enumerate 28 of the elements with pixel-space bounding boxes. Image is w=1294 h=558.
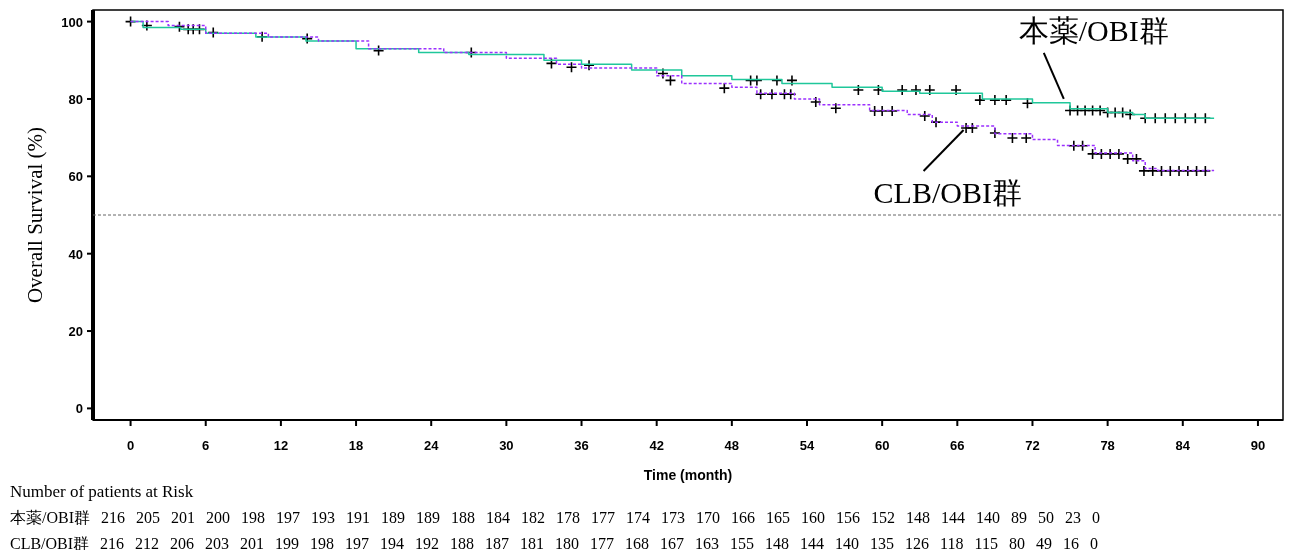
x-tick-label: 36 [574, 438, 589, 453]
x-tick-label: 42 [649, 438, 664, 453]
x-tick-label: 18 [348, 438, 364, 453]
text: 本薬/OBI群 216 205 201 200 198 197 193 191 189 189 188 184 182 178 177 174 173 170 166 165 160 156 152 148 144 140 89 50 23 0 [10, 509, 1100, 526]
y-tick-label: 60 [68, 169, 83, 185]
y-tick-label: 0 [75, 401, 83, 417]
series-label: CLB/OBI群 [873, 176, 1022, 210]
x-tick-label: 12 [273, 438, 289, 453]
x-tick-label: 66 [950, 438, 965, 453]
x-tick-label: 90 [1250, 438, 1266, 453]
x-tick-label: 78 [1100, 438, 1115, 453]
x-tick-label: 48 [724, 438, 740, 453]
x-tick-label: 84 [1175, 438, 1191, 453]
x-tick-label: 60 [874, 438, 890, 453]
x-tick-label: 54 [799, 438, 815, 453]
y-axis-title: Overall Survival (%) [23, 126, 47, 304]
x-tick-label: 72 [1025, 438, 1040, 453]
x-tick-label: 6 [202, 438, 210, 453]
x-axis-title: Time (month) [643, 467, 733, 483]
text: Number of patients at Risk [10, 482, 194, 501]
y-tick-label: 40 [68, 246, 83, 262]
y-tick-label: 20 [68, 324, 83, 340]
x-tick-label: 0 [126, 438, 135, 453]
series-label: 本薬/OBI群 [1018, 13, 1169, 47]
y-tick-label: 80 [68, 91, 83, 107]
x-tick-label: 24 [423, 438, 440, 453]
x-tick-label: 30 [499, 438, 514, 453]
y-tick-label: 100 [61, 14, 83, 30]
